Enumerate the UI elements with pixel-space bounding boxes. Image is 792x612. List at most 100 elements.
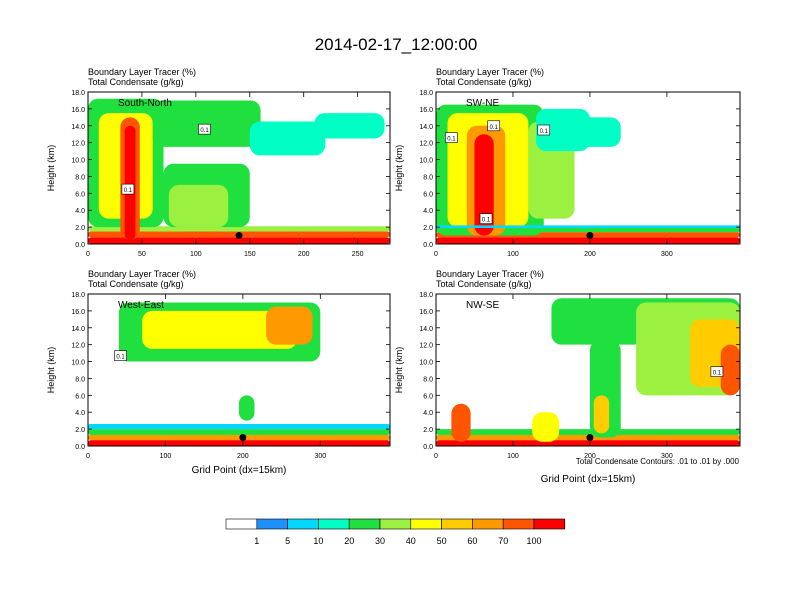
filled-region <box>436 440 740 446</box>
svg-text:0.1: 0.1 <box>200 128 209 134</box>
y-tick-label: 14.0 <box>71 124 85 131</box>
y-tick-label: 18.0 <box>419 90 433 97</box>
colorbar-label: 40 <box>406 536 416 546</box>
colorbar: 1 5 10 20 30 40 50 60 70 100 <box>225 518 566 546</box>
y-tick-label: 8.0 <box>423 376 433 383</box>
y-axis-label: Height (km) <box>394 347 404 394</box>
colorbar-segment <box>410 518 442 530</box>
svg-text:0.1: 0.1 <box>447 137 456 143</box>
colorbar-label: 30 <box>375 536 385 546</box>
panel-label: South-North <box>118 98 172 109</box>
colorbar-segment <box>287 518 319 530</box>
y-tick-label: 8.0 <box>75 174 85 181</box>
y-tick-label: 2.0 <box>423 427 433 434</box>
plot-frame <box>435 293 741 447</box>
x-tick-label: 150 <box>244 251 256 258</box>
panel-label: SW-NE <box>466 98 499 109</box>
y-tick-label: 0.0 <box>423 242 433 249</box>
svg-text:0.1: 0.1 <box>482 218 491 224</box>
x-tick-label: 300 <box>661 251 673 258</box>
panel-subtitle-tracer: Boundary Layer Tracer (%) <box>88 269 196 279</box>
y-tick-label: 16.0 <box>71 107 85 114</box>
x-tick-label: 200 <box>584 251 596 258</box>
y-tick-label: 18.0 <box>419 292 433 299</box>
svg-text:0.1: 0.1 <box>713 371 722 377</box>
colorbar-segment <box>379 518 412 530</box>
x-tick-label: 300 <box>661 453 673 460</box>
y-axis-label: Height (km) <box>46 347 56 394</box>
filled-region <box>314 113 385 139</box>
y-axis-label: Height (km) <box>46 145 56 192</box>
panel-subtitle-condensate: Total Condensate (g/kg) <box>88 279 184 289</box>
x-tick-label: 100 <box>160 453 172 460</box>
location-marker <box>239 434 247 442</box>
x-tick-label: 100 <box>190 251 202 258</box>
colorbar-label: 20 <box>344 536 354 546</box>
main-title: 2014-02-17_12:00:00 <box>315 35 478 54</box>
svg-text:0.1: 0.1 <box>124 188 133 194</box>
filled-region <box>266 306 313 345</box>
contour-label: 0.1 <box>487 120 501 132</box>
filled-region <box>474 134 494 236</box>
x-tick-label: 0 <box>86 251 90 258</box>
filled-region <box>249 121 326 156</box>
colorbar-label: 1 <box>254 536 259 546</box>
y-tick-label: 0.0 <box>423 444 433 451</box>
location-marker <box>586 232 594 240</box>
y-tick-label: 14.0 <box>71 326 85 333</box>
y-tick-label: 8.0 <box>75 376 85 383</box>
colorbar-segment <box>533 518 566 530</box>
y-tick-label: 12.0 <box>71 343 85 350</box>
contour-label: 0.1 <box>710 366 724 377</box>
contour-label: 0.1 <box>114 350 127 361</box>
y-tick-label: 14.0 <box>419 326 433 333</box>
x-tick-label: 0 <box>434 453 438 460</box>
colorbar-segment <box>472 518 504 530</box>
svg-text:0.1: 0.1 <box>490 125 499 131</box>
panel-west-east: Boundary Layer Tracer (%)Total Condensat… <box>46 269 391 476</box>
y-tick-label: 6.0 <box>75 393 85 400</box>
svg-text:0.1: 0.1 <box>116 355 125 361</box>
y-tick-label: 12.0 <box>71 141 85 148</box>
location-marker <box>586 434 594 442</box>
x-tick-label: 200 <box>584 453 596 460</box>
location-marker <box>235 232 243 240</box>
panel-subtitle-condensate: Total Condensate (g/kg) <box>436 279 532 289</box>
x-axis-label: Grid Point (dx=15km) <box>541 474 636 485</box>
panel-label: NW-SE <box>466 300 499 311</box>
y-tick-label: 12.0 <box>419 343 433 350</box>
colorbar-segment <box>256 518 288 530</box>
x-tick-label: 200 <box>237 453 249 460</box>
contour-label: 0.1 <box>121 183 135 195</box>
x-axis-label: Grid Point (dx=15km) <box>192 465 287 476</box>
filled-region <box>436 225 740 228</box>
panel-subtitle-condensate: Total Condensate (g/kg) <box>88 77 184 87</box>
y-tick-label: 18.0 <box>71 90 85 97</box>
y-tick-label: 16.0 <box>419 309 433 316</box>
colorbar-segment <box>348 518 381 530</box>
y-tick-label: 4.0 <box>75 410 85 417</box>
plot-frame <box>87 91 391 245</box>
colorbar-label: 50 <box>437 536 447 546</box>
panel-subtitle-tracer: Boundary Layer Tracer (%) <box>88 67 196 77</box>
contour-label: 0.1 <box>537 124 551 136</box>
panel-label: West-East <box>118 300 164 311</box>
filled-region <box>436 429 740 436</box>
filled-regions <box>436 104 740 244</box>
panel-subtitle-tracer: Boundary Layer Tracer (%) <box>436 67 544 77</box>
y-tick-label: 2.0 <box>423 225 433 232</box>
x-tick-label: 250 <box>352 251 364 258</box>
filled-region <box>239 395 255 421</box>
y-tick-label: 8.0 <box>423 174 433 181</box>
y-tick-label: 16.0 <box>71 309 85 316</box>
filled-region <box>88 429 390 436</box>
contour-label: 0.1 <box>445 132 458 143</box>
colorbar-segment <box>502 518 535 530</box>
y-tick-label: 10.0 <box>419 360 433 367</box>
colorbar-segment <box>441 518 473 530</box>
filled-region <box>532 412 560 442</box>
colorbar-label: 10 <box>313 536 323 546</box>
contour-label: 0.1 <box>198 123 211 135</box>
y-tick-label: 18.0 <box>71 292 85 299</box>
